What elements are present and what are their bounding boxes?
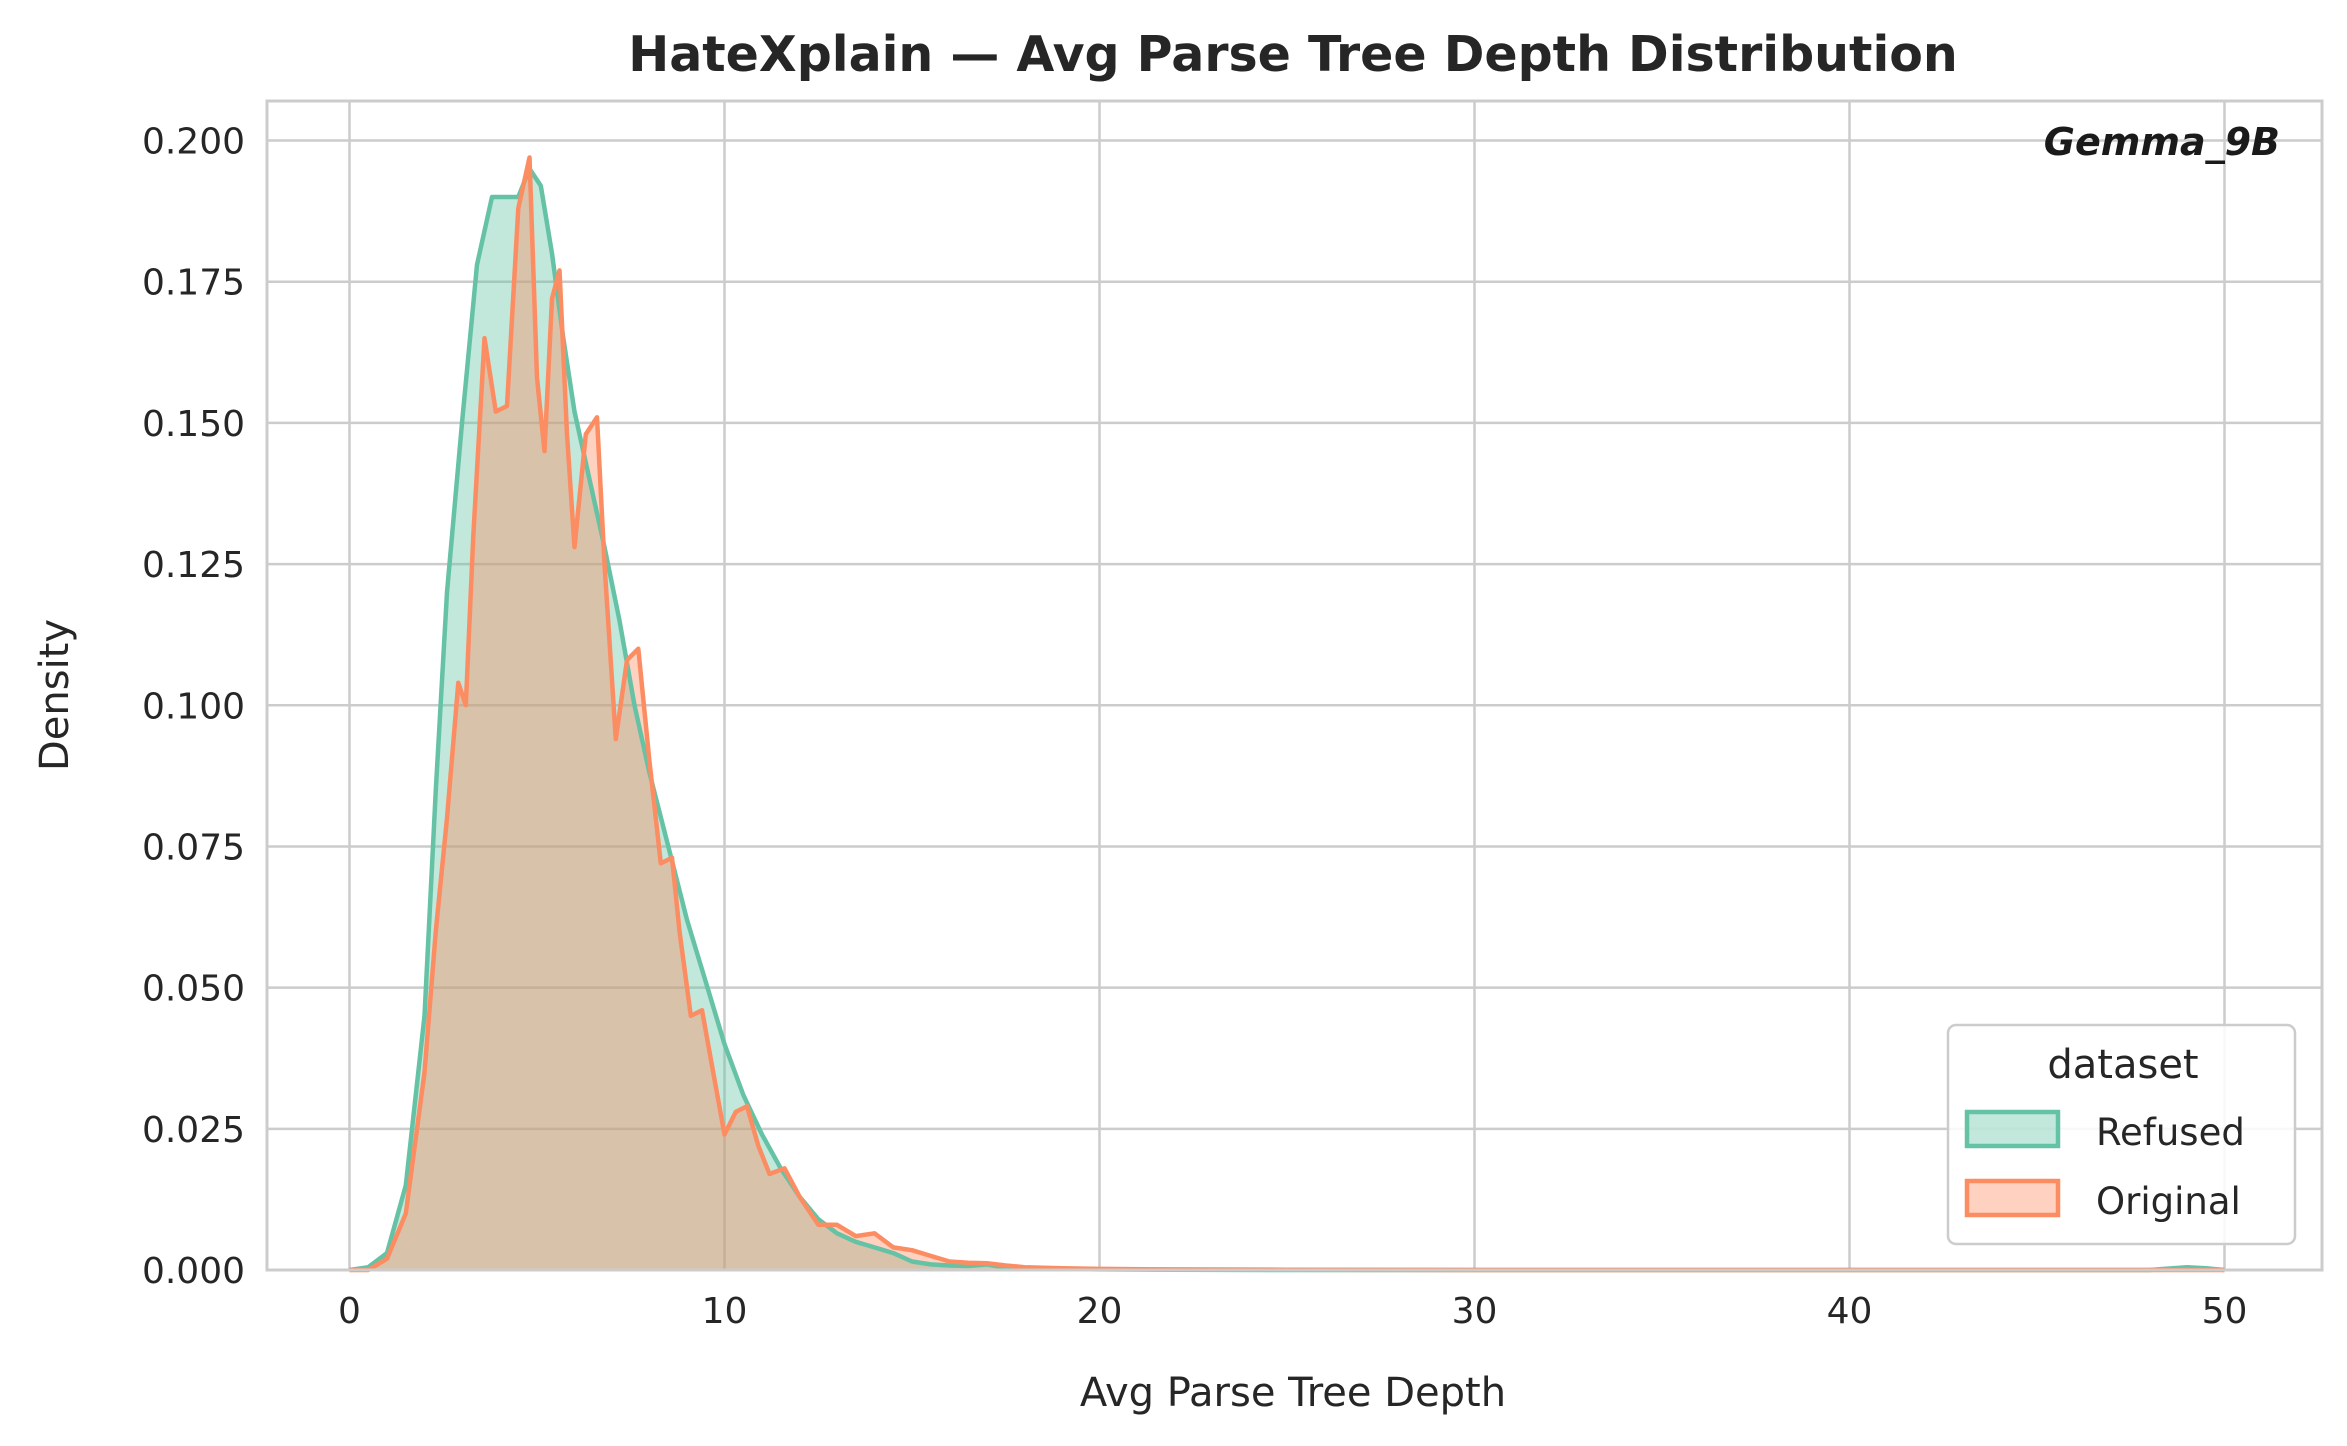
y-tick-label: 0.100 — [142, 686, 245, 727]
legend-title: dataset — [2047, 1042, 2198, 1088]
legend-label-refused: Refused — [2096, 1111, 2245, 1154]
x-axis-label: Avg Parse Tree Depth — [1080, 1370, 1506, 1416]
x-tick-label: 10 — [702, 1291, 748, 1332]
series-area-refused — [349, 168, 2225, 1270]
y-tick-label: 0.200 — [142, 122, 245, 163]
y-tick-label: 0.000 — [142, 1251, 245, 1292]
legend-swatch-refused — [1964, 1109, 2061, 1149]
x-tick-label: 20 — [1077, 1291, 1123, 1332]
y-tick-label: 0.025 — [142, 1110, 245, 1151]
y-tick-label: 0.175 — [142, 263, 245, 304]
plot-frame — [265, 99, 2324, 1272]
chart-title: HateXplain — Avg Parse Tree Depth Distri… — [628, 26, 1958, 83]
model-annotation: Gemma_9B — [2044, 120, 2280, 164]
x-tick-label: 50 — [2202, 1291, 2248, 1332]
x-tick-label: 40 — [1827, 1291, 1873, 1332]
y-tick-label: 0.150 — [142, 404, 245, 445]
legend-label-original: Original — [2096, 1180, 2241, 1223]
series-line-original — [349, 155, 2225, 1273]
series-area-original — [349, 157, 2225, 1270]
y-tick-label: 0.125 — [142, 545, 245, 586]
legend-box — [1946, 1023, 2297, 1246]
legend: dataset Refused Original — [1946, 1023, 2297, 1246]
legend-swatch-original — [1964, 1178, 2061, 1218]
y-tick-label: 0.075 — [142, 827, 245, 868]
y-tick-label: 0.050 — [142, 969, 245, 1010]
x-tick-label: 0 — [338, 1291, 361, 1332]
x-tick-label: 30 — [1452, 1291, 1498, 1332]
y-axis-label: Density — [32, 619, 78, 771]
